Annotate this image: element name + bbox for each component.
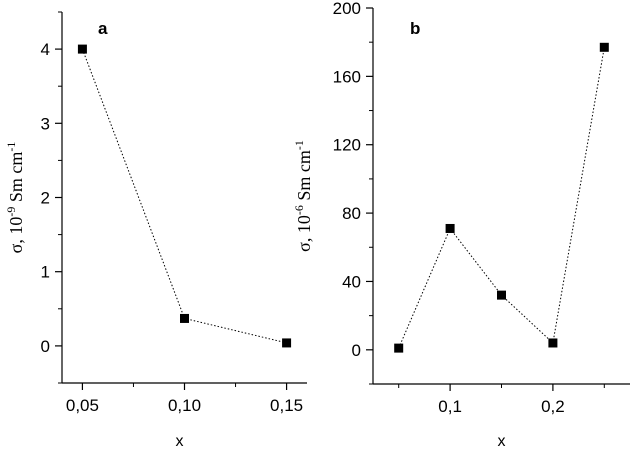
y-tick-label: 0 [41, 337, 50, 356]
y-axis-label: σ, 10-6 Sm cm-1 [292, 140, 314, 252]
x-axis-label: x [176, 433, 184, 450]
data-point [548, 338, 558, 348]
y-tick-label: 1 [41, 263, 50, 282]
x-tick-label: 0,2 [541, 397, 565, 416]
y-axis-label: σ, 10-9 Sm cm-1 [4, 142, 26, 254]
x-tick-label: 0,15 [270, 396, 303, 415]
data-point [599, 42, 609, 52]
y-tick-label: 120 [333, 136, 361, 155]
y-tick-label: 160 [333, 67, 361, 86]
y-tick-label: 3 [41, 114, 50, 133]
panel-b: 0 40 80 120 160 200 0,1 0,2 b x σ, 10-6 Sm cm-1 [292, 0, 630, 450]
series-line [398, 47, 605, 349]
y-tick-label: 200 [333, 0, 361, 18]
panel-letter: b [410, 19, 420, 38]
y-tick-label: 0 [352, 341, 361, 360]
x-tick-label: 0,1 [438, 397, 462, 416]
x-tick-label: 0,05 [66, 396, 99, 415]
data-point [77, 44, 87, 54]
y-tick-label: 40 [342, 272, 361, 291]
data-point [497, 290, 506, 300]
panel-letter: a [98, 19, 108, 38]
data-point [180, 313, 189, 323]
data-point [394, 343, 404, 353]
series-line [81, 48, 287, 344]
data-point [282, 338, 292, 348]
x-axis-label: x [498, 433, 506, 450]
x-tick-label: 0,10 [168, 396, 201, 415]
y-tick-label: 2 [41, 189, 50, 208]
y-tick-label: 4 [41, 40, 50, 59]
y-tick-label: 80 [342, 204, 361, 223]
data-point [445, 223, 455, 233]
panel-a: 0 1 2 3 4 0,05 0,10 0,15 a x σ, 10-9 Sm cm-1 [4, 11, 307, 450]
